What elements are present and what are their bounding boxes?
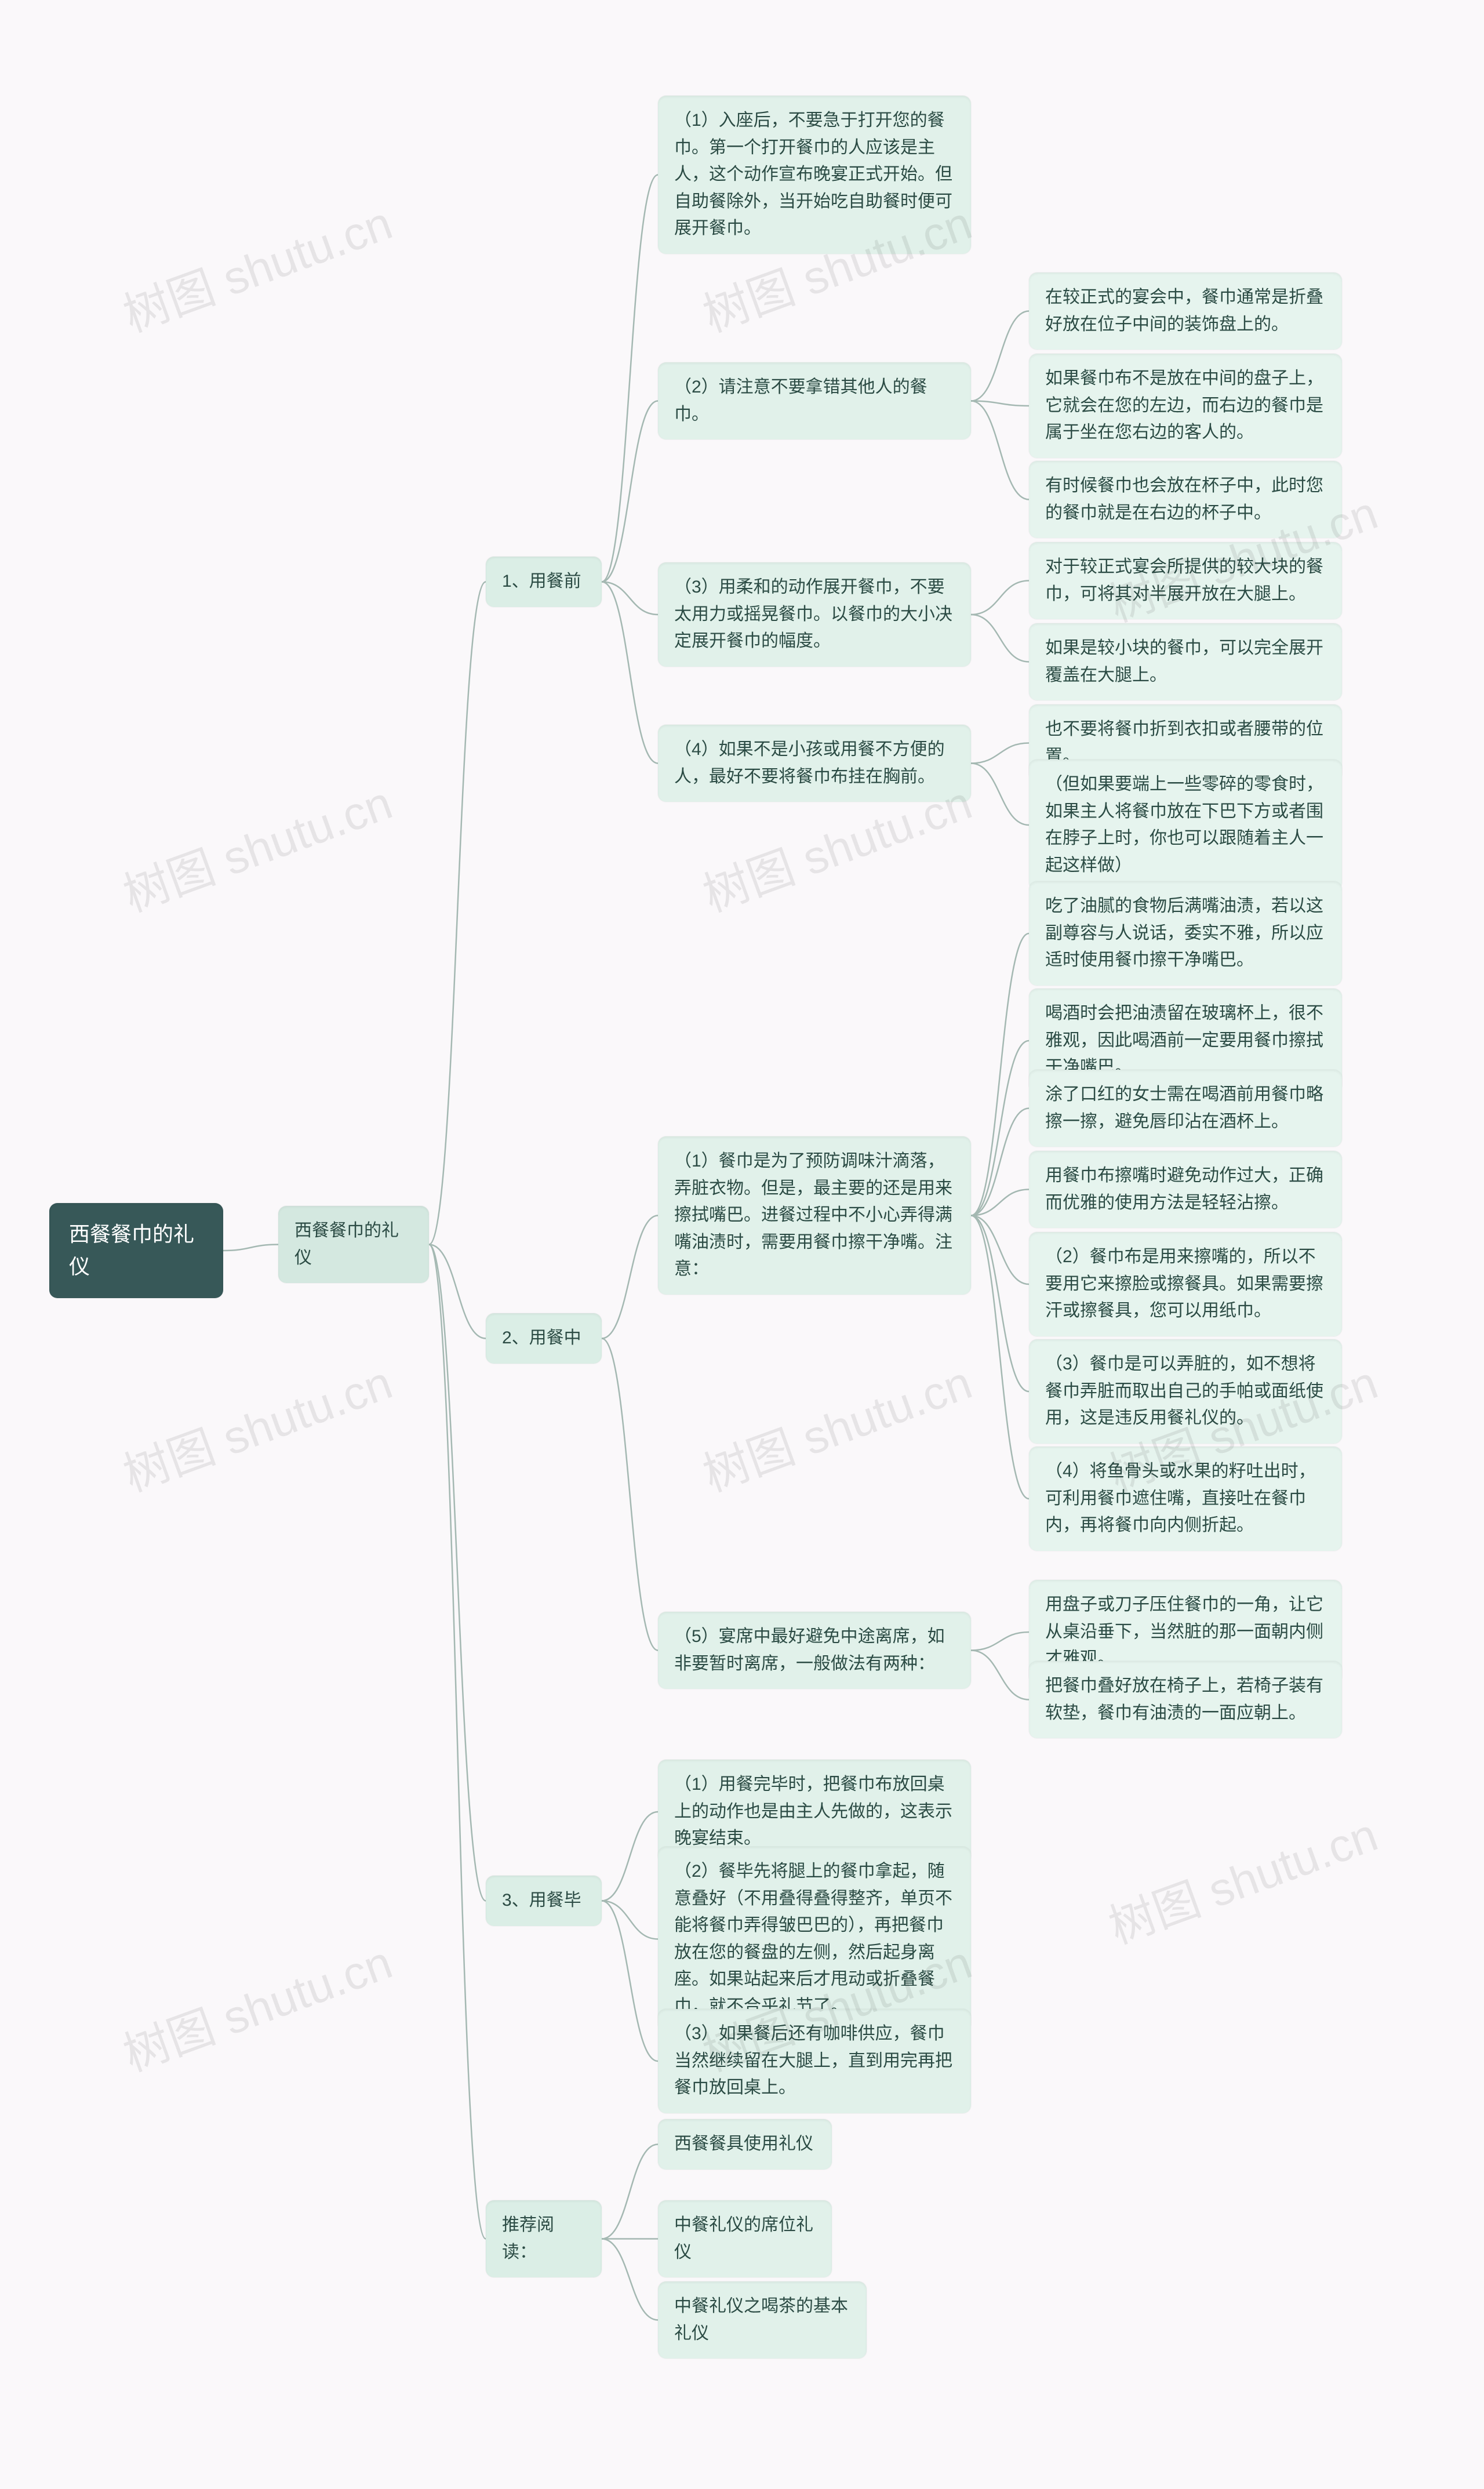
node-s1_3[interactable]: （3）用柔和的动作展开餐巾，不要太用力或摇晃餐巾。以餐巾的大小决定展开餐巾的幅度… — [658, 562, 971, 667]
node-s1_4[interactable]: （4）如果不是小孩或用餐不方便的人，最好不要将餐巾布挂在胸前。 — [658, 725, 971, 802]
watermark: 树图 shutu.cn — [113, 766, 400, 925]
connector — [971, 764, 1029, 826]
connector — [429, 1245, 486, 1339]
connector — [971, 1041, 1029, 1216]
connector — [602, 1812, 658, 1901]
node-s2_1g[interactable]: （4）将鱼骨头或水果的籽吐出时，可利用餐巾遮住嘴，直接吐在餐巾内，再将餐巾向内侧… — [1029, 1447, 1342, 1551]
node-s4_3[interactable]: 中餐礼仪之喝茶的基本礼仪 — [658, 2281, 867, 2359]
node-s2_1a[interactable]: 吃了油腻的食物后满嘴油渍，若以这副尊容与人说话，委实不雅，所以应适时使用餐巾擦干… — [1029, 881, 1342, 986]
connector — [971, 1216, 1029, 1499]
connector — [602, 2239, 658, 2320]
connector — [602, 401, 658, 582]
node-s3[interactable]: 3、用餐毕 — [486, 1876, 602, 1926]
connector — [971, 1190, 1029, 1216]
node-s1[interactable]: 1、用餐前 — [486, 557, 602, 607]
node-s2_1e[interactable]: （2）餐巾布是用来擦嘴的，所以不要用它来擦脸或擦餐具。如果需要擦汗或擦餐具，您可… — [1029, 1232, 1342, 1336]
node-s2_1f[interactable]: （3）餐巾是可以弄脏的，如不想将餐巾弄脏而取出自己的手帕或面纸使用，这是违反用餐… — [1029, 1339, 1342, 1444]
watermark: 树图 shutu.cn — [1099, 1798, 1385, 1957]
node-s1_2c[interactable]: 有时候餐巾也会放在杯子中，此时您的餐巾就是在右边的杯子中。 — [1029, 461, 1342, 538]
connector — [971, 401, 1029, 500]
connector — [971, 581, 1029, 615]
connector — [971, 1651, 1029, 1700]
node-s1_2a[interactable]: 在较正式的宴会中，餐巾通常是折叠好放在位子中间的装饰盘上的。 — [1029, 272, 1342, 350]
node-s2[interactable]: 2、用餐中 — [486, 1313, 602, 1364]
node-s2_1d[interactable]: 用餐巾布擦嘴时避免动作过大，正确而优雅的使用方法是轻轻沾擦。 — [1029, 1151, 1342, 1228]
node-s1_1[interactable]: （1）入座后，不要急于打开您的餐巾。第一个打开餐巾的人应该是主人，这个动作宣布晚… — [658, 96, 971, 254]
connector — [971, 401, 1029, 406]
watermark: 树图 shutu.cn — [113, 1346, 400, 1505]
node-s1_2[interactable]: （2）请注意不要拿错其他人的餐巾。 — [658, 362, 971, 439]
connector — [971, 615, 1029, 662]
node-s2_5[interactable]: （5）宴席中最好避免中途离席，如非要暂时离席，一般做法有两种： — [658, 1612, 971, 1689]
connector — [429, 582, 486, 1245]
connector — [602, 1339, 658, 1651]
connector — [971, 1632, 1029, 1651]
connector — [602, 175, 658, 582]
node-s2_5b[interactable]: 把餐巾叠好放在椅子上，若椅子装有软垫，餐巾有油渍的一面应朝上。 — [1029, 1661, 1342, 1738]
connector — [971, 933, 1029, 1216]
watermark: 树图 shutu.cn — [113, 186, 400, 346]
node-s4_2[interactable]: 中餐礼仪的席位礼仪 — [658, 2200, 832, 2277]
node-s3_2[interactable]: （2）餐毕先将腿上的餐巾拿起，随意叠好（不用叠得叠得整齐，单页不能将餐巾弄得皱巴… — [658, 1847, 971, 2032]
connector — [971, 311, 1029, 401]
connector — [971, 1109, 1029, 1216]
node-s1_3b[interactable]: 如果是较小块的餐巾，可以完全展开覆盖在大腿上。 — [1029, 623, 1342, 700]
connector — [971, 1216, 1029, 1285]
node-l1[interactable]: 西餐餐巾的礼仪 — [278, 1206, 429, 1283]
node-s1_2b[interactable]: 如果餐巾布不是放在中间的盘子上，它就会在您的左边，而右边的餐巾是属于坐在您右边的… — [1029, 354, 1342, 458]
node-s4_1[interactable]: 西餐餐具使用礼仪 — [658, 2119, 832, 2170]
connector — [602, 1901, 658, 1939]
connector — [602, 1901, 658, 2062]
connector — [971, 1216, 1029, 1392]
connector — [429, 1245, 486, 2239]
watermark: 树图 shutu.cn — [693, 1346, 980, 1505]
connector — [602, 582, 658, 764]
node-root[interactable]: 西餐餐巾的礼仪 — [49, 1203, 223, 1298]
node-s1_4b[interactable]: （但如果要端上一些零碎的零食时，如果主人将餐巾放在下巴下方或者围在脖子上时，你也… — [1029, 760, 1342, 891]
connector — [602, 582, 658, 615]
connector — [223, 1245, 278, 1251]
node-s4[interactable]: 推荐阅读： — [486, 2200, 602, 2277]
connector — [429, 1245, 486, 1901]
connector — [971, 743, 1029, 764]
watermark: 树图 shutu.cn — [113, 1925, 400, 2085]
node-s1_3a[interactable]: 对于较正式宴会所提供的较大块的餐巾，可将其对半展开放在大腿上。 — [1029, 542, 1342, 619]
node-s2_1c[interactable]: 涂了口红的女士需在喝酒前用餐巾略擦一擦，避免唇印沾在酒杯上。 — [1029, 1070, 1342, 1147]
node-s2_1[interactable]: （1）餐巾是为了预防调味汁滴落，弄脏衣物。但是，最主要的还是用来擦拭嘴巴。进餐过… — [658, 1136, 971, 1295]
connector — [602, 2145, 658, 2239]
connector — [602, 1216, 658, 1339]
node-s3_3[interactable]: （3）如果餐后还有咖啡供应，餐巾当然继续留在大腿上，直到用完再把餐巾放回桌上。 — [658, 2009, 971, 2113]
